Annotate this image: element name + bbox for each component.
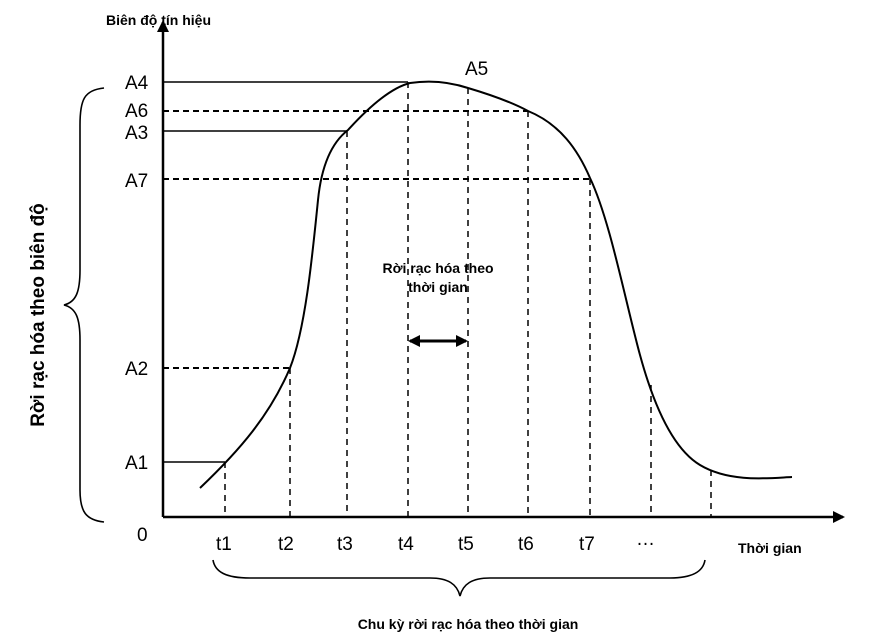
label-t1: t1 <box>216 534 232 555</box>
amplitude-brace <box>63 87 105 523</box>
label-a5: A5 <box>465 59 488 80</box>
center-text-line2: thời gian <box>408 279 468 295</box>
label-t6: t6 <box>518 534 534 555</box>
time-brace <box>212 559 706 597</box>
label-t5: t5 <box>458 534 474 555</box>
label-a1: A1 <box>125 453 148 474</box>
origin-label: 0 <box>137 525 148 546</box>
y-axis-title: Biên độ tín hiệu <box>106 12 211 28</box>
label-a6: A6 <box>125 101 148 122</box>
label-a2: A2 <box>125 359 148 380</box>
center-text-line1: Rời rạc hóa theo <box>382 260 493 276</box>
label-a7: A7 <box>125 171 148 192</box>
label-t4: t4 <box>398 534 414 555</box>
amplitude-brace-label: Rời rạc hóa theo biên độ <box>28 203 49 427</box>
label-t3: t3 <box>337 534 353 555</box>
label-a4: A4 <box>125 73 149 94</box>
time-ellipsis: … <box>636 529 655 550</box>
label-t2: t2 <box>278 534 294 555</box>
label-a3: A3 <box>125 123 148 144</box>
label-t7: t7 <box>579 534 595 555</box>
x-axis-title: Thời gian <box>738 540 802 556</box>
time-brace-label: Chu kỳ rời rạc hóa theo thời gian <box>358 616 579 632</box>
signal-curve <box>199 80 793 489</box>
